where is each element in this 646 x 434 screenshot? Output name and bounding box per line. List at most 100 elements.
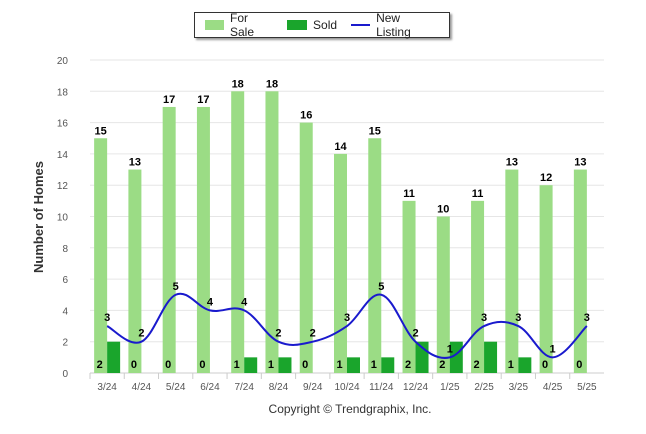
bar-sold <box>484 341 498 373</box>
data-label-for-sale: 18 <box>266 78 278 90</box>
x-axis-ticks: 3/24 4/24 5/24 6/24 7/24 8/24 9/24 10/24 11/24 12… <box>89 373 597 393</box>
x-tick-label: 5/25 <box>577 382 597 393</box>
bar-sold <box>347 357 360 373</box>
bar-for-sale <box>128 169 142 373</box>
y-tick-label: 18 <box>57 87 69 98</box>
legend-item-new-listing[interactable]: New Listing <box>351 11 435 39</box>
y-tick-label: 14 <box>57 150 69 161</box>
data-label-for-sale: 11 <box>403 188 415 200</box>
bar-for-sale <box>162 106 176 373</box>
data-label-for-sale: 13 <box>574 157 586 169</box>
data-label-for-sale: 13 <box>129 157 141 169</box>
bar-for-sale <box>471 200 485 373</box>
bar-sold <box>449 341 463 373</box>
y-tick-label: 4 <box>62 306 68 317</box>
data-label-new-listing: 5 <box>378 281 384 293</box>
legend-item-sold[interactable]: Sold <box>287 18 337 32</box>
data-label-for-sale: 17 <box>163 94 175 106</box>
legend-label-new-listing: New Listing <box>376 11 411 39</box>
bar-for-sale <box>196 106 210 373</box>
data-label-sold: 0 <box>131 359 137 371</box>
y-tick-label: 20 <box>57 56 69 67</box>
data-label-new-listing: 3 <box>584 312 590 324</box>
data-label-for-sale: 10 <box>437 204 449 216</box>
data-label-sold: 2 <box>405 359 411 371</box>
x-tick-label: 11/24 <box>369 382 394 393</box>
data-label-sold: 1 <box>234 359 240 371</box>
data-label-sold: 0 <box>199 359 205 371</box>
x-tick-label: 1/25 <box>440 382 460 393</box>
y-tick-label: 6 <box>62 275 68 286</box>
data-label-new-listing: 3 <box>515 312 521 324</box>
data-label-new-listing: 2 <box>412 328 418 340</box>
y-axis-label: Number of Homes <box>31 161 46 273</box>
bar-for-sale <box>436 216 450 373</box>
data-label-for-sale: 14 <box>334 141 347 153</box>
x-tick-label: 8/24 <box>269 382 289 393</box>
bar-for-sale <box>299 122 313 373</box>
data-label-for-sale: 13 <box>506 157 518 169</box>
bar-for-sale <box>334 153 347 373</box>
x-tick-label: 9/24 <box>303 382 323 393</box>
legend-label-for-sale: For Sale <box>229 11 255 39</box>
y-tick-label: 10 <box>57 213 69 224</box>
bar-sold <box>381 357 395 373</box>
x-tick-label: 4/24 <box>132 382 152 393</box>
bar-sold <box>107 341 121 373</box>
x-tick-label: 7/24 <box>234 382 254 393</box>
bars <box>94 91 587 374</box>
bar-for-sale <box>368 138 382 373</box>
y-tick-label: 2 <box>62 338 68 349</box>
data-label-sold: 1 <box>508 359 514 371</box>
data-labels: 1523130217051704181418121602141315151122… <box>95 78 590 371</box>
data-label-new-listing: 5 <box>173 281 179 293</box>
data-label-new-listing: 1 <box>447 343 453 355</box>
bar-sold <box>518 357 532 373</box>
bar-for-sale <box>94 138 108 373</box>
data-label-sold: 0 <box>302 359 308 371</box>
y-tick-label: 0 <box>62 369 68 380</box>
data-label-sold: 2 <box>474 359 480 371</box>
data-label-new-listing: 4 <box>207 296 214 308</box>
data-label-for-sale: 16 <box>300 110 312 122</box>
y-tick-label: 8 <box>62 244 68 255</box>
data-label-sold: 2 <box>97 359 103 371</box>
bar-sold <box>244 357 258 373</box>
new-listing-line <box>106 292 588 359</box>
bar-for-sale <box>265 91 279 374</box>
data-label-new-listing: 1 <box>550 343 556 355</box>
x-tick-label: 5/24 <box>166 382 186 393</box>
data-label-sold: 2 <box>439 359 445 371</box>
data-label-sold: 0 <box>542 359 548 371</box>
data-label-for-sale: 12 <box>540 172 552 184</box>
legend-swatch-sold <box>287 20 308 30</box>
bar-sold <box>278 357 292 373</box>
data-label-for-sale: 15 <box>95 125 107 137</box>
legend-label-sold: Sold <box>313 18 338 32</box>
y-tick-label: 16 <box>57 119 69 130</box>
x-tick-label: 4/25 <box>543 382 563 393</box>
data-label-new-listing: 3 <box>344 312 350 324</box>
legend-item-for-sale[interactable]: For Sale <box>205 11 273 39</box>
bar-for-sale <box>539 185 553 373</box>
data-label-new-listing: 4 <box>241 296 248 308</box>
data-label-new-listing: 2 <box>275 328 281 340</box>
x-tick-label: 3/25 <box>509 382 529 393</box>
x-tick-label: 6/24 <box>200 382 220 393</box>
legend-swatch-for-sale <box>205 20 224 30</box>
data-label-sold: 1 <box>268 359 274 371</box>
legend-swatch-new-listing <box>351 24 371 26</box>
x-tick-label: 10/24 <box>334 382 359 393</box>
x-tick-label: 3/24 <box>97 382 117 393</box>
y-axis-ticks: 0 2 4 6 8 10 12 14 16 18 20 <box>57 56 69 380</box>
x-tick-label: 2/25 <box>474 382 494 393</box>
data-label-for-sale: 11 <box>472 188 484 200</box>
legend: For Sale Sold New Listing <box>194 11 450 39</box>
data-label-for-sale: 15 <box>369 125 381 137</box>
data-label-sold: 0 <box>165 359 171 371</box>
data-label-sold: 1 <box>336 359 342 371</box>
data-label-new-listing: 2 <box>138 328 144 340</box>
data-label-sold: 1 <box>371 359 377 371</box>
x-tick-label: 12/24 <box>403 382 428 393</box>
